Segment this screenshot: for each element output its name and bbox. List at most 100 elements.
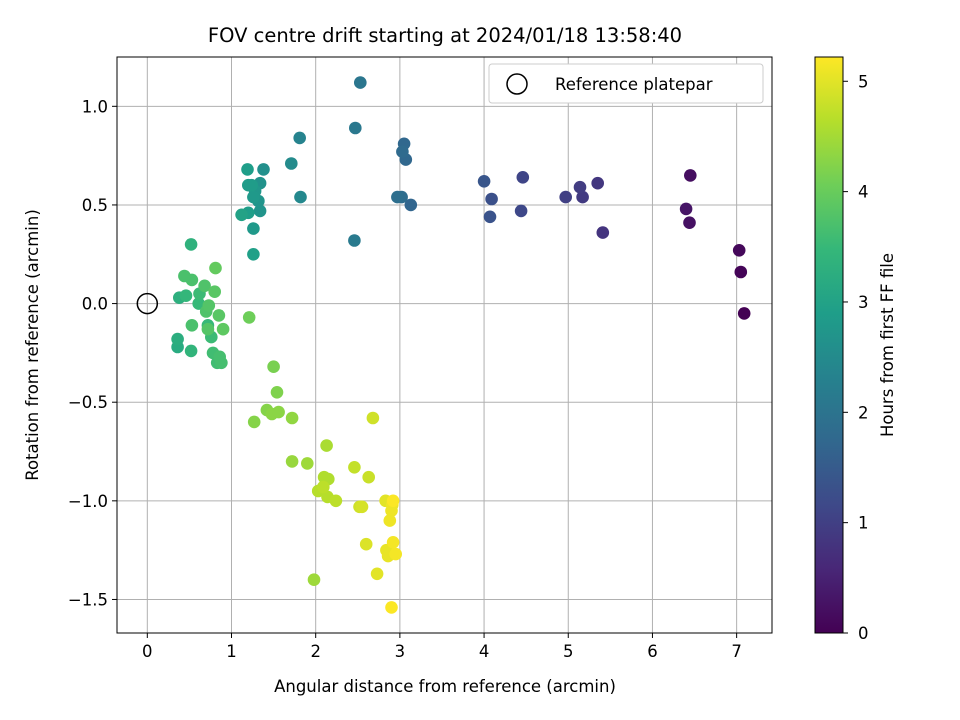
scatter-point xyxy=(242,311,256,324)
scatter-point xyxy=(386,536,400,549)
scatter-point xyxy=(241,163,254,176)
plot-frame xyxy=(116,56,773,634)
colorbar-tick-label: 3 xyxy=(858,293,869,312)
y-axis-label: Rotation from reference (arcmin) xyxy=(23,209,42,481)
scatter-point xyxy=(354,76,367,89)
scatter-point xyxy=(301,457,314,470)
scatter-point xyxy=(485,192,498,206)
scatter-point xyxy=(235,208,248,222)
scatter-point xyxy=(198,279,211,293)
x-tick-label: 5 xyxy=(563,642,574,661)
legend-box xyxy=(488,63,764,104)
scatter-point xyxy=(179,289,193,303)
x-tick-label: 3 xyxy=(395,642,406,661)
x-tick-label: 1 xyxy=(226,642,237,661)
scatter-point xyxy=(201,322,215,336)
colorbar-ticks: 0 1 2 3 4 5 xyxy=(843,72,869,643)
scatter-point xyxy=(359,537,373,551)
scatter-point xyxy=(389,547,403,561)
scatter-point xyxy=(247,248,260,261)
scatter-point xyxy=(270,386,284,399)
x-tick-label: 6 xyxy=(647,642,658,661)
scatter-point xyxy=(202,299,216,312)
y-tick-label: −1.0 xyxy=(68,492,108,511)
scatter-point xyxy=(317,480,330,494)
y-tick-label: −1.5 xyxy=(68,590,108,609)
scatter-point xyxy=(734,265,748,279)
scatter-point xyxy=(208,285,221,299)
scatter-point xyxy=(272,405,285,419)
scatter-point xyxy=(355,500,369,514)
scatter-point xyxy=(285,157,298,170)
y-tick-label: 0.0 xyxy=(82,295,108,314)
x-tick-label: 0 xyxy=(142,642,153,661)
scatter-point xyxy=(516,171,530,184)
scatter-point xyxy=(184,344,198,358)
colorbar-label: Hours from first FF file xyxy=(878,253,897,437)
scatter-point xyxy=(732,244,746,257)
scatter-point xyxy=(684,169,697,182)
x-tick-label: 2 xyxy=(310,642,321,661)
scatter-point xyxy=(576,190,589,204)
y-tick-label: 1.0 xyxy=(82,97,108,116)
scatter-point xyxy=(285,455,299,468)
colorbar: 0 1 2 3 4 5 Hours from first FF file xyxy=(814,56,897,643)
scatter-point xyxy=(171,332,184,346)
chart-title: FOV centre drift starting at 2024/01/18 … xyxy=(208,24,682,47)
y-tick-label: 0.5 xyxy=(82,196,108,215)
scatter-point xyxy=(253,204,267,218)
scatter-point xyxy=(247,415,261,429)
scatter-point xyxy=(294,190,307,204)
scatter-point xyxy=(209,261,222,275)
colorbar-tick-label: 4 xyxy=(858,183,869,202)
scatter-point xyxy=(293,131,307,145)
scatter-point xyxy=(348,234,361,247)
scatter-point xyxy=(215,356,228,370)
scatter-point xyxy=(185,319,199,332)
scatter-point xyxy=(396,145,409,158)
scatter-point xyxy=(242,178,255,192)
scatter-point xyxy=(362,470,376,484)
scatter-point xyxy=(404,198,418,212)
legend: Reference platepar xyxy=(488,63,764,104)
scatter-point xyxy=(383,514,397,527)
x-axis-ticks: 0 1 2 3 4 5 6 7 xyxy=(142,633,742,661)
scatter-point xyxy=(385,601,398,614)
colorbar-tick-label: 1 xyxy=(858,514,869,533)
reference-platepar-marker xyxy=(136,292,159,315)
x-tick-label: 4 xyxy=(479,642,490,661)
scatter-point xyxy=(596,226,610,239)
scatter-point xyxy=(483,210,497,224)
colorbar-tick-label: 5 xyxy=(858,72,869,91)
reference-marker-layer xyxy=(136,292,159,315)
scatter-point xyxy=(212,309,226,322)
scatter-point xyxy=(192,297,205,310)
scatter-point xyxy=(216,322,230,336)
scatter-point xyxy=(320,439,333,452)
scatter-point xyxy=(391,190,404,204)
scatter-point xyxy=(559,190,572,204)
x-axis-label: Angular distance from reference (arcmin) xyxy=(274,677,616,696)
grid xyxy=(117,57,772,633)
legend-label: Reference platepar xyxy=(555,75,713,94)
y-tick-label: −0.5 xyxy=(68,393,108,412)
scatter-point xyxy=(247,222,260,235)
scatter-point xyxy=(257,163,270,176)
colorbar-frame xyxy=(814,56,844,634)
scatter-point xyxy=(366,411,380,425)
scatter-point xyxy=(679,202,693,216)
scatter-point xyxy=(178,269,191,283)
scatter-point xyxy=(285,411,299,425)
scatter-point xyxy=(683,216,696,229)
scatter-point xyxy=(184,238,198,251)
scatter-points xyxy=(171,76,751,614)
x-tick-label: 7 xyxy=(731,642,742,661)
colorbar-tick-label: 0 xyxy=(858,624,869,643)
scatter-point xyxy=(737,307,751,320)
scatter-point xyxy=(573,180,587,194)
colorbar-tick-label: 2 xyxy=(858,403,869,422)
scatter-point xyxy=(370,567,384,581)
scatter-point xyxy=(386,494,400,508)
scatter-point xyxy=(267,360,280,374)
